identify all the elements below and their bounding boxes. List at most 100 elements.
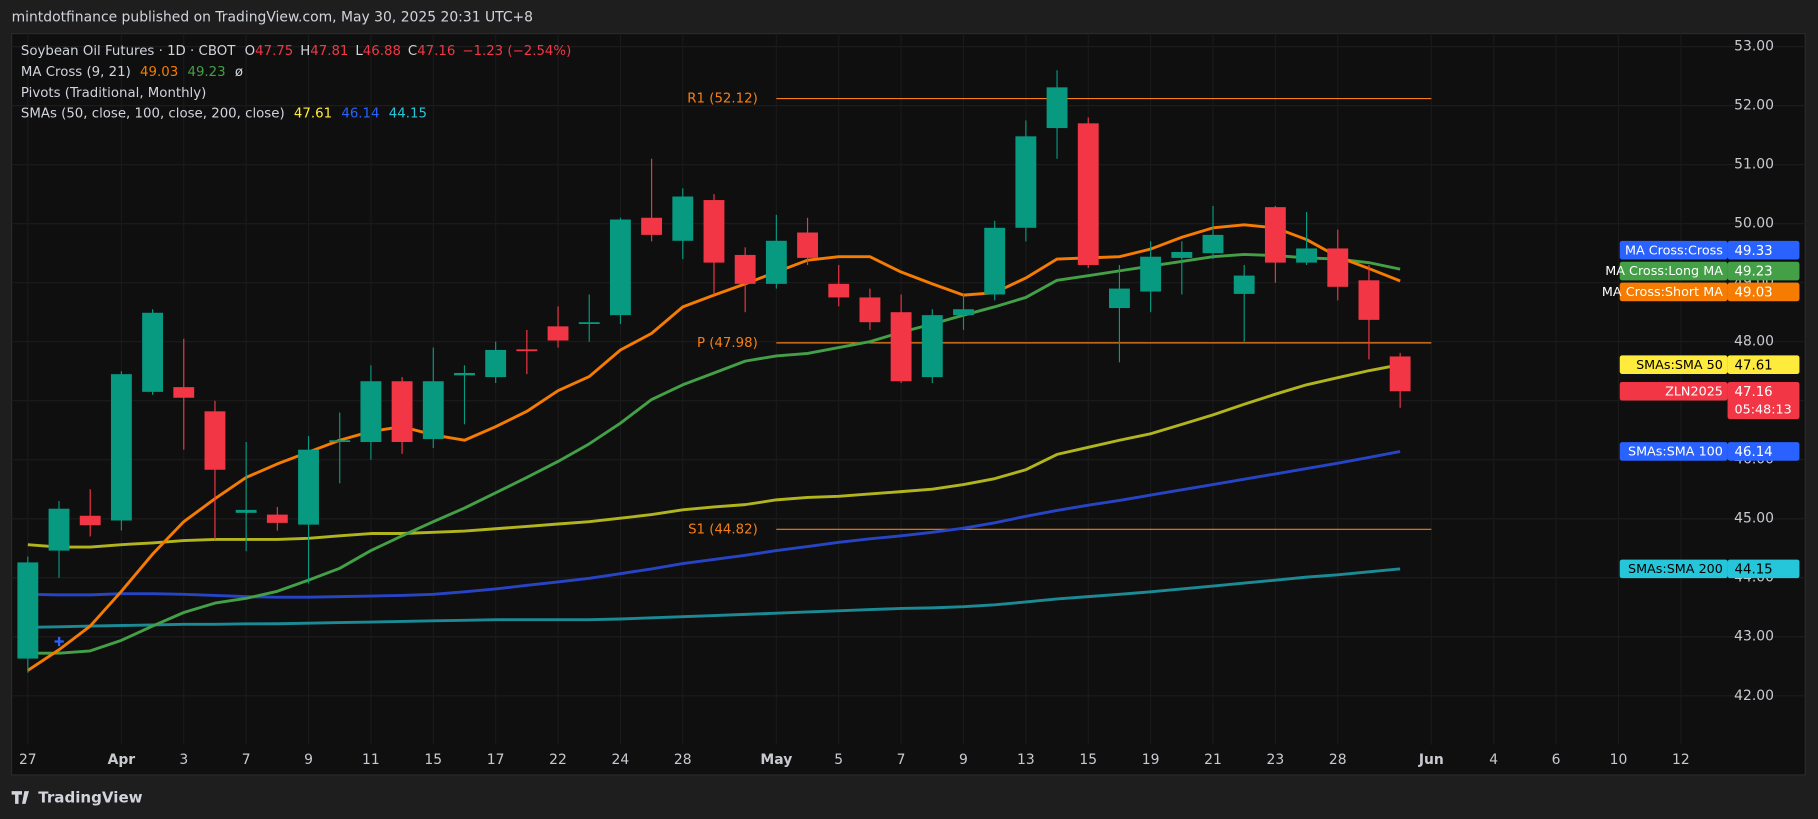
candle-body: [485, 349, 507, 378]
ma-title: MA Cross (9, 21): [21, 65, 131, 80]
ma-icon: ø: [235, 65, 243, 80]
y-tick-label: 50.00: [1734, 216, 1774, 232]
x-tick-label: 28: [674, 752, 692, 768]
ohlc-legend: Soybean Oil Futures · 1D · CBOT O47.75 H47…: [21, 44, 571, 59]
x-tick-label: Apr: [108, 752, 136, 768]
indicator-line: [27, 567, 1401, 629]
candle-body: [79, 515, 101, 526]
badge-name: MA Cross:Short MA: [1602, 285, 1723, 300]
brand: TradingView: [11, 789, 143, 807]
plot-frame: [11, 33, 1806, 776]
x-tick-label: 17: [487, 752, 505, 768]
badge-name: SMAs:SMA 100: [1628, 445, 1723, 460]
l-value: 46.88: [363, 44, 401, 59]
badge-name: SMAs:SMA 200: [1628, 562, 1723, 577]
c-value: 47.16: [417, 44, 455, 59]
pivot-label: R1 (52.12): [687, 92, 758, 107]
badge-name-bg: [1619, 282, 1728, 302]
candle-body: [890, 312, 912, 382]
badge-name-bg: [1619, 355, 1728, 374]
x-tick-label: May: [760, 752, 792, 768]
price-badges: MA Cross:Cross 49.33 MA Cross:Long MA 49.23…: [1602, 240, 1800, 579]
candle-body: [1264, 207, 1286, 263]
x-tick-label: 27: [19, 752, 37, 768]
x-tick-label: 15: [1079, 752, 1097, 768]
candle-body: [454, 372, 475, 376]
x-tick-label: 9: [959, 752, 968, 768]
candle-body: [1046, 87, 1068, 129]
candle-body: [578, 322, 600, 324]
pivot-label: S1 (44.82): [688, 522, 758, 537]
badge-name-bg: [1619, 559, 1728, 579]
published-line: mintdotfinance published on TradingView.…: [12, 9, 533, 25]
candle-body: [1233, 275, 1255, 294]
candle-body: [703, 200, 725, 263]
ma-long-value: 49.23: [187, 65, 225, 80]
candle-body: [641, 217, 663, 235]
candle-body: [1140, 256, 1162, 292]
sma-legend: SMAs (50, close, 100, close, 200, close)…: [21, 107, 427, 122]
badge-value-bg: [1727, 381, 1800, 420]
badge-value-bg: [1727, 559, 1800, 579]
o-label: O: [245, 44, 255, 59]
badge-name-bg: [1619, 442, 1728, 461]
candle-body: [204, 411, 226, 470]
candle-body: [360, 381, 382, 443]
candle-body: [765, 240, 787, 284]
candle-body: [953, 309, 974, 316]
badge-name: MA Cross:Cross: [1625, 243, 1723, 258]
candle-body: [142, 312, 164, 392]
badge-value-bg: [1727, 355, 1800, 374]
candle-body: [797, 232, 818, 258]
y-tick-label: 52.00: [1734, 98, 1774, 114]
x-tick-label: 3: [179, 752, 188, 768]
pivot-legend: Pivots (Traditional, Monthly): [21, 86, 206, 101]
sma50-value: 47.61: [294, 107, 332, 122]
candle-body: [672, 196, 694, 241]
x-tick-label: 19: [1142, 752, 1160, 768]
candle-body: [516, 349, 538, 352]
candle-body: [329, 440, 351, 443]
candle-body: [1171, 251, 1193, 258]
badge-name: SMAs:SMA 50: [1636, 358, 1723, 373]
brand-logo: [11, 791, 29, 804]
x-tick-label: 7: [897, 752, 906, 768]
candle-body: [609, 219, 631, 316]
y-tick-label: 43.00: [1734, 629, 1774, 645]
y-tick-label: 42.00: [1734, 688, 1774, 704]
o-value: 47.75: [255, 44, 293, 59]
candle-body: [1077, 123, 1099, 265]
sma100-value: 46.14: [341, 107, 379, 122]
candle-body: [235, 509, 257, 513]
badge-value-bg: [1727, 442, 1800, 461]
x-tick-label: 4: [1489, 752, 1498, 768]
badge-value: 44.15: [1735, 562, 1773, 577]
candle-body: [17, 562, 39, 659]
x-tick-label: 6: [1552, 752, 1561, 768]
candle-body: [110, 374, 132, 521]
x-tick-label: 22: [549, 752, 567, 768]
y-tick-label: 45.00: [1734, 511, 1774, 527]
brand-text: TradingView: [38, 789, 142, 807]
x-tick-label: 15: [424, 752, 442, 768]
y-tick-label: 53.00: [1734, 39, 1774, 55]
badge-value: 47.61: [1735, 358, 1773, 373]
indicator-line: [27, 252, 1401, 655]
badge-name-bg: [1619, 381, 1728, 401]
x-tick-label: 5: [834, 752, 843, 768]
x-tick-label: 7: [242, 752, 251, 768]
candle-body: [1202, 234, 1224, 254]
candle-body: [1109, 288, 1130, 309]
marks: R1 (52.12) P (47.98) S1 (44.82): [17, 70, 1432, 673]
candle-body: [1358, 280, 1380, 320]
c-label: C: [408, 44, 417, 59]
h-value: 47.81: [310, 44, 348, 59]
ma-short-value: 49.03: [140, 65, 178, 80]
candle-body: [1389, 356, 1411, 392]
x-tick-label: 10: [1610, 752, 1628, 768]
badge-value: 49.03: [1735, 286, 1773, 301]
pivot-label: P (47.98): [697, 336, 758, 351]
candle-body: [734, 254, 756, 284]
x-tick-label: 11: [362, 752, 380, 768]
